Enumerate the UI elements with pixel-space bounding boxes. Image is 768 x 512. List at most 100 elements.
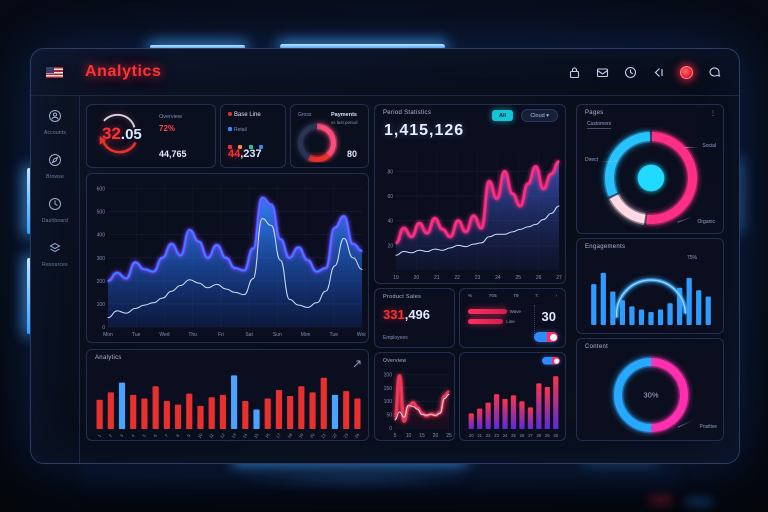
- panel-title: Analytics: [95, 355, 122, 361]
- pages-subtitle: Customers: [587, 121, 612, 129]
- sidebar-item-label: Resources: [42, 262, 68, 268]
- svg-text:30: 30: [553, 433, 558, 438]
- period-trend-chart: 80 60 40 20 19 20 21 22 23 24 25 26 27: [379, 149, 563, 281]
- ring-label-direct: Direct: [585, 157, 599, 163]
- overview-line-chart: 200 150 100 50 0 5 10 15 20 25: [378, 365, 453, 439]
- svg-text:Mon: Mon: [103, 332, 113, 338]
- sidebar-item-label: Dashboard: [41, 218, 69, 224]
- svg-text:20: 20: [414, 275, 420, 281]
- bars-toggle[interactable]: [542, 357, 560, 365]
- cloud-dropdown[interactable]: Cloud ▾: [521, 109, 558, 122]
- orange-mini-icon: [238, 145, 243, 149]
- more-icon[interactable]: ⋮: [710, 111, 716, 117]
- svg-text:1: 1: [96, 433, 102, 438]
- stats-header: 705: [488, 294, 497, 299]
- sidebar-item-browse[interactable]: Browse: [46, 153, 64, 180]
- reflection-blue: [230, 472, 480, 486]
- sidebar-item-dashboard[interactable]: Dashboard: [42, 197, 68, 224]
- product-sales-panel: Product Sales 331,496 Employees: [374, 288, 455, 348]
- browse-icon: [48, 153, 62, 172]
- traffic-chart-panel: 600 500 400 300 200 100 0 Mon Tue Wed Thu Fri Sat Sun…: [86, 173, 369, 343]
- svg-text:20: 20: [469, 433, 474, 438]
- kpi-value-rest: ,237: [240, 148, 262, 160]
- svg-text:4: 4: [130, 433, 136, 438]
- svg-text:Wed: Wed: [159, 332, 169, 338]
- svg-text:22: 22: [331, 432, 338, 439]
- ring-label-organic: Organic: [697, 219, 715, 225]
- svg-text:26: 26: [536, 275, 542, 281]
- sidebar-item-resources[interactable]: Resources: [42, 241, 68, 268]
- svg-text:7: 7: [164, 433, 170, 438]
- svg-text:22: 22: [454, 275, 460, 281]
- svg-text:Fri: Fri: [218, 332, 224, 338]
- header: Analytics: [31, 49, 739, 96]
- sidebar-item-accounts[interactable]: Accounts: [44, 109, 66, 136]
- svg-text:24: 24: [503, 433, 508, 438]
- expand-icon[interactable]: [353, 355, 361, 373]
- reflection-panel: [80, 468, 680, 498]
- stat-bar-label: Line: [506, 319, 515, 324]
- svg-text:22: 22: [486, 433, 491, 438]
- lock-icon[interactable]: [568, 66, 581, 79]
- stat-bar: [468, 319, 504, 324]
- kpi-value: 32.05: [102, 124, 142, 144]
- arc-annotation: 75%: [686, 255, 697, 261]
- leader-line: [601, 161, 617, 162]
- red-dot-icon: [228, 112, 232, 116]
- svg-text:Tue: Tue: [330, 332, 339, 338]
- edge-glow-top-1: [150, 45, 245, 49]
- svg-text:15: 15: [419, 433, 425, 439]
- back-icon[interactable]: [652, 66, 665, 79]
- chat-icon[interactable]: [708, 66, 721, 79]
- svg-text:23: 23: [475, 275, 481, 281]
- stats-panel: % 705 79 7: › Wave Line 30: [459, 288, 566, 348]
- svg-text:100: 100: [384, 399, 393, 405]
- svg-text:21: 21: [434, 275, 440, 281]
- clock-icon[interactable]: [624, 66, 637, 79]
- svg-text:150: 150: [384, 386, 393, 392]
- svg-text:21: 21: [320, 432, 327, 439]
- svg-text:600: 600: [97, 187, 106, 193]
- notification-icon[interactable]: [680, 65, 693, 79]
- pages-ring-chart: [595, 127, 707, 229]
- svg-text:20: 20: [387, 243, 393, 249]
- analytics-bar-chart: 1 2 3 4 5 6 7 8 9 10 11 12 13 14 15 16 17 18 19 20 21 22 23 24: [91, 365, 366, 439]
- resources-icon: [48, 241, 62, 260]
- stats-toggle[interactable]: [534, 332, 558, 342]
- overview-mini-panel: Overview 200 150 100 50 0 5 10 15 20 25: [374, 352, 455, 441]
- kpi-card-payments: Gross Payments vs last period 80: [290, 104, 369, 168]
- filter-all-button[interactable]: All: [491, 110, 513, 121]
- kpi-total: 44,765: [159, 149, 187, 159]
- sidebar: Accounts Browse Dashboard Resources: [31, 95, 80, 463]
- stats-header: 7:: [534, 294, 539, 299]
- period-total-value: 1,415,126: [384, 122, 465, 139]
- svg-text:12: 12: [219, 432, 226, 439]
- svg-text:17: 17: [275, 432, 282, 439]
- stat-bar-label: Wave: [509, 309, 521, 314]
- svg-text:200: 200: [384, 372, 393, 378]
- svg-text:13: 13: [230, 432, 237, 439]
- kpi-sub: vs last period: [331, 120, 358, 125]
- svg-text:3: 3: [119, 433, 125, 438]
- svg-text:Mon: Mon: [301, 332, 311, 338]
- svg-text:300: 300: [97, 256, 106, 262]
- sidebar-item-label: Browse: [46, 174, 64, 180]
- svg-text:21: 21: [477, 433, 482, 438]
- svg-text:14: 14: [242, 432, 249, 439]
- traffic-area-chart: 600 500 400 300 200 100 0 Mon Tue Wed Thu Fri Sat Sun…: [91, 180, 367, 338]
- ring-label-social: Social: [702, 143, 716, 149]
- leader-line: [685, 147, 699, 148]
- svg-text:20: 20: [309, 432, 316, 439]
- svg-text:10: 10: [406, 433, 412, 439]
- donut-label: Positive: [699, 424, 717, 430]
- blue-square-icon: [228, 127, 232, 131]
- kpi-value-decimal: .05: [120, 126, 142, 143]
- kpi-card-overview: 32.05 Overview 72% 44,765: [86, 104, 216, 168]
- mail-icon[interactable]: [596, 66, 609, 79]
- kpi-legend: Base Line: [228, 112, 261, 118]
- header-icons: [568, 65, 721, 79]
- svg-text:26: 26: [520, 433, 525, 438]
- svg-text:40: 40: [387, 219, 393, 225]
- stat-bar: [468, 309, 507, 314]
